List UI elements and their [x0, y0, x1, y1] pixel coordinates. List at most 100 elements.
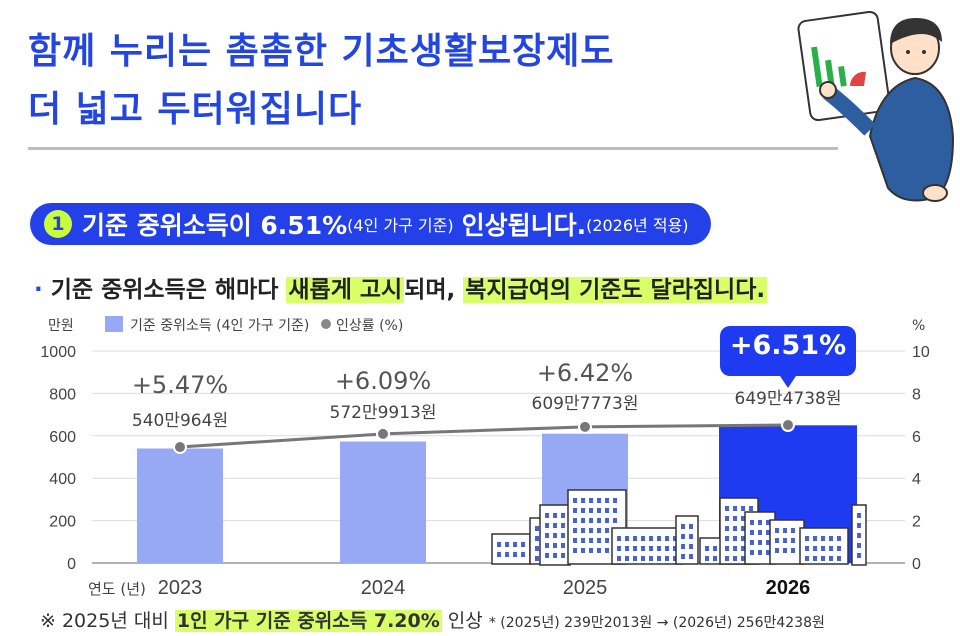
- building-window: [649, 536, 653, 541]
- rate-label-2024: +6.09%: [335, 367, 431, 395]
- building-window: [561, 553, 565, 558]
- building-window: [857, 523, 861, 528]
- building-window: [665, 546, 669, 551]
- building-window: [733, 506, 737, 511]
- building-window: [633, 536, 637, 541]
- y-tick-right: 4: [912, 471, 921, 488]
- rate-point-2023: [173, 440, 187, 455]
- building-window: [535, 536, 539, 541]
- building-window: [665, 536, 669, 541]
- y-tick-left: 0: [67, 556, 76, 573]
- badge-main-text: 기준 중위소득이 6.51%: [82, 211, 348, 240]
- building-window: [791, 548, 795, 553]
- building-window: [605, 538, 609, 543]
- building-window: [857, 553, 861, 558]
- building-window: [497, 552, 501, 557]
- building-window: [837, 546, 841, 551]
- rate-callout-pointer: [780, 376, 796, 388]
- building-window: [597, 528, 601, 533]
- building-window: [813, 546, 817, 551]
- building-window: [725, 516, 729, 521]
- description-part1: 기준 중위소득은 해마다: [50, 277, 287, 303]
- building-window: [733, 556, 737, 561]
- building-window: [775, 528, 779, 533]
- building-window: [613, 518, 617, 523]
- building-window: [750, 520, 754, 525]
- building-window: [857, 533, 861, 538]
- y-tick-left: 600: [49, 429, 76, 446]
- building-window: [829, 556, 833, 561]
- building-window: [535, 546, 539, 551]
- building-window: [573, 538, 577, 543]
- title-divider: [28, 147, 838, 150]
- page-title-line2: 더 넓고 두터워집니다: [28, 89, 363, 130]
- building-window: [625, 556, 629, 561]
- building-window: [545, 523, 549, 528]
- building-window: [775, 548, 779, 553]
- building-window: [681, 554, 685, 559]
- building-window: [733, 526, 737, 531]
- rate-point-2024: [376, 426, 390, 441]
- building-window: [657, 556, 661, 561]
- building-window: [573, 528, 577, 533]
- building-window: [553, 533, 557, 538]
- y-tick-right: 6: [912, 429, 921, 446]
- building-window: [813, 536, 817, 541]
- rate-point-2025: [578, 419, 592, 434]
- page-title-line1: 함께 누리는 촘촘한 기초생활보장제도: [28, 31, 615, 72]
- building-window: [641, 536, 645, 541]
- building-window: [733, 546, 737, 551]
- building-window: [725, 546, 729, 551]
- building-window: [857, 543, 861, 548]
- building-window: [725, 536, 729, 541]
- building-window: [766, 530, 770, 535]
- building-window: [689, 544, 693, 549]
- x-axis-label: 연도 (년): [88, 580, 146, 598]
- building-window: [805, 546, 809, 551]
- building-window: [589, 538, 593, 543]
- building-window: [673, 536, 677, 541]
- amount-label-2025: 609만7773원: [532, 394, 639, 414]
- building-window: [775, 538, 779, 543]
- building-window: [573, 518, 577, 523]
- x-tick-2023: 2023: [158, 577, 203, 599]
- building-window: [689, 524, 693, 529]
- y-tick-left: 800: [49, 386, 76, 403]
- building-window: [741, 546, 745, 551]
- building-window: [521, 552, 525, 557]
- building-window: [713, 556, 717, 561]
- y-axis-label-left: 만원: [48, 318, 74, 334]
- building-window: [513, 542, 517, 547]
- building-window: [613, 508, 617, 513]
- building-window: [673, 546, 677, 551]
- building-window: [705, 546, 709, 551]
- footnote: ※ 2025년 대비 1인 가구 기준 중위소득 7.20% 인상 * (202…: [40, 606, 825, 633]
- building-window: [617, 556, 621, 561]
- building-window: [617, 546, 621, 551]
- building-window: [597, 538, 601, 543]
- building-window: [573, 498, 577, 503]
- building-window: [545, 543, 549, 548]
- building-window: [605, 528, 609, 533]
- x-tick-2025: 2025: [563, 577, 608, 599]
- building-window: [545, 553, 549, 558]
- description-highlight2: 복지급여의 기준도 달라집니다.: [463, 277, 768, 303]
- footnote-suffix: 인상: [441, 610, 483, 632]
- building-window: [589, 518, 593, 523]
- building-window: [821, 536, 825, 541]
- building-window: [641, 556, 645, 561]
- y-tick-right: 8: [912, 386, 921, 403]
- description-line: · 기준 중위소득은 해마다 새롭게 고시되며, 복지급여의 기준도 달라집니다.: [34, 270, 768, 304]
- building-window: [749, 506, 753, 511]
- amount-label-2026: 649만4738원: [735, 389, 842, 409]
- x-tick-2024: 2024: [361, 577, 406, 599]
- legend-line-swatch: [321, 319, 331, 329]
- building-window: [581, 508, 585, 513]
- building-window: [657, 546, 661, 551]
- footnote-highlight: 1인 가구 기준 중위소득 7.20%: [174, 610, 442, 632]
- building-window: [766, 540, 770, 545]
- building-window: [805, 536, 809, 541]
- building-window: [605, 548, 609, 553]
- building-window: [605, 518, 609, 523]
- building-window: [649, 556, 653, 561]
